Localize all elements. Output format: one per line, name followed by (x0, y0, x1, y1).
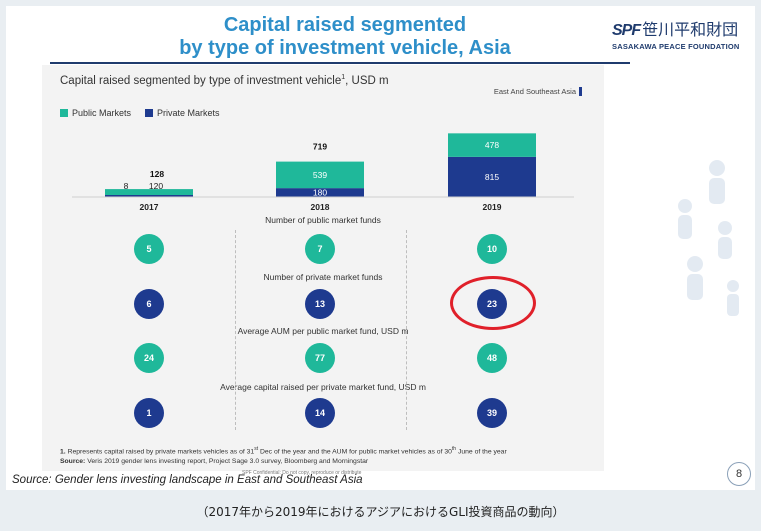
category-label-2019: 2019 (483, 202, 502, 212)
bar-private-markets-2018 (276, 188, 364, 197)
stacked-bar-chart: 8120128201718053971920188154781,2932019 (72, 133, 574, 212)
title-line-1: Capital raised segmented (223, 14, 467, 36)
confidential-notice: SPF Confidential: Do not copy, reproduce… (242, 470, 362, 476)
chart-panel: Capital raised segmented by type of inve… (42, 65, 604, 476)
decorative-people-illustration (678, 160, 739, 316)
spf-logo: SPF 笹川平和財団 SASAKAWA PEACE FOUNDATION (612, 16, 747, 51)
private-funds-2017: 6 (134, 289, 164, 319)
title-underline (50, 62, 630, 64)
bar-private-markets-2017 (105, 195, 193, 197)
logo-english: SASAKAWA PEACE FOUNDATION (612, 42, 740, 51)
metric-label-private-funds: Number of private market funds (263, 272, 383, 282)
bar-total-2018: 719 (313, 142, 327, 152)
bar-label-public-markets-2019: 478 (485, 140, 499, 150)
bar-label-private-markets-2019: 815 (485, 172, 499, 182)
aum-public-2018: 77 (305, 343, 335, 373)
footnote: 1. Represents capital raised by private … (60, 444, 600, 467)
footnote-source: Source: Veris 2019 gender lens investing… (60, 458, 369, 466)
title-line-2: by type of investment vehicle, Asia (179, 37, 511, 59)
bar-public-markets-2018 (276, 161, 364, 189)
legend-public: Public Markets (60, 108, 131, 118)
legend-swatch-public (60, 109, 68, 117)
region-label: East And Southeast Asia (494, 87, 582, 96)
metric-label-capital-private: Average capital raised per private marke… (220, 382, 426, 392)
source-text: Source: Gender lens investing landscape … (12, 474, 363, 486)
private-funds-2018: 13 (305, 289, 335, 319)
bar-label-public-2017: 120 (149, 181, 163, 191)
bar-label-private-markets-2018: 180 (313, 188, 327, 198)
capital-private-2018: 14 (305, 398, 335, 428)
bar-total-2017: 128 (150, 169, 164, 179)
bar-label-public-markets-2018: 539 (313, 170, 327, 180)
bar-public-markets-2019 (448, 133, 536, 157)
legend-private: Private Markets (145, 108, 220, 118)
category-label-2017: 2017 (140, 202, 159, 212)
bar-label-private-2017: 8 (124, 181, 129, 191)
page-number: 8 (727, 462, 751, 486)
chart-title: Capital raised segmented by type of inve… (60, 74, 389, 87)
aum-public-2017: 24 (134, 343, 164, 373)
metric-label-aum-public: Average AUM per public market fund, USD … (237, 326, 409, 336)
category-label-2018: 2018 (311, 202, 330, 212)
bar-public-markets-2017 (105, 189, 193, 195)
japanese-caption: （2017年から2019年におけるアジアにおけるGLI投資商品の動向） (196, 505, 565, 519)
legend-swatch-private (145, 109, 154, 117)
bar-private-markets-2019 (448, 156, 536, 197)
capital-private-2019: 39 (477, 398, 507, 428)
public-funds-2017: 5 (134, 234, 164, 264)
public-funds-2018: 7 (305, 234, 335, 264)
logo-mark: SPF (612, 22, 641, 39)
logo-japanese: 笹川平和財団 (642, 20, 739, 39)
slide-title: Capital raised segmented by type of inve… (110, 14, 580, 60)
footnote-line-1: 1. Represents capital raised by private … (60, 446, 507, 456)
column-divider (235, 230, 236, 430)
region-marker (579, 87, 582, 96)
highlight-circle (450, 276, 536, 330)
aum-public-2019: 48 (477, 343, 507, 373)
public-funds-2019: 10 (477, 234, 507, 264)
metric-label-public-funds: Number of public market funds (265, 215, 381, 225)
capital-private-2017: 1 (134, 398, 164, 428)
column-divider (406, 230, 407, 430)
legend: Public Markets Private Markets (60, 108, 220, 118)
